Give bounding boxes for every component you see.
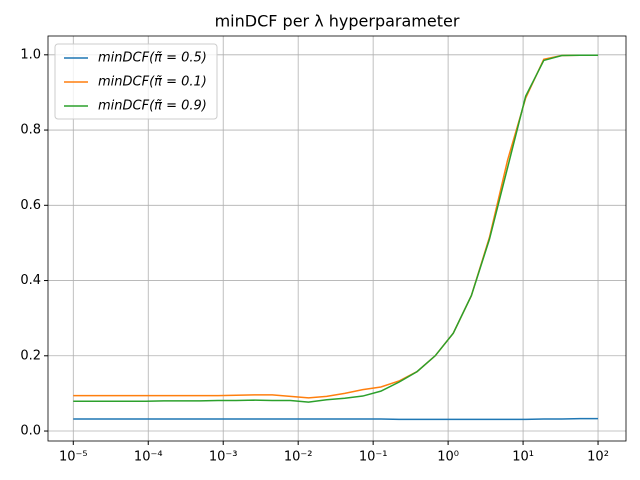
x-tick-label: 10⁰ bbox=[437, 450, 459, 465]
legend-label: minDCF(π̃ = 0.9) bbox=[98, 99, 207, 114]
series-line bbox=[73, 54, 599, 403]
plot-frame bbox=[47, 35, 627, 442]
y-tick-label: 0.4 bbox=[20, 273, 41, 288]
x-tick-label: 10⁻³ bbox=[209, 450, 238, 465]
x-tick-label: 10⁻⁵ bbox=[59, 450, 88, 465]
chart-title: minDCF per λ hyperparameter bbox=[215, 12, 460, 31]
x-tick-label: 10² bbox=[587, 450, 609, 465]
y-tick-label: 0.2 bbox=[20, 348, 41, 363]
y-tick-label: 0.6 bbox=[20, 198, 41, 213]
y-tick-label: 0.0 bbox=[20, 424, 41, 439]
legend-label: minDCF(π̃ = 0.5) bbox=[98, 51, 207, 66]
x-tick-label: 10⁻⁴ bbox=[134, 450, 163, 465]
series-line bbox=[73, 417, 599, 421]
series-line bbox=[73, 54, 599, 399]
y-tick-label: 1.0 bbox=[20, 47, 41, 62]
x-tick-label: 10¹ bbox=[512, 450, 534, 465]
x-tick-label: 10⁻² bbox=[284, 450, 313, 465]
y-tick-label: 0.8 bbox=[20, 123, 41, 138]
x-tick-label: 10⁻¹ bbox=[359, 450, 388, 465]
legend-label: minDCF(π̃ = 0.1) bbox=[98, 75, 207, 90]
legend-box bbox=[54, 43, 218, 120]
